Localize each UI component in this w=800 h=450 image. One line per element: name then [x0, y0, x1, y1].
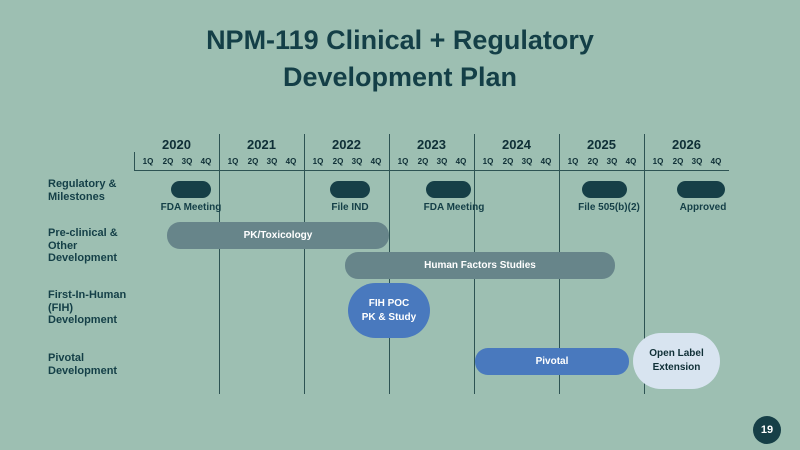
year-label-2024: 2024 — [502, 137, 531, 152]
row-label-fih: First-In-Human (FIH) Development — [48, 289, 127, 326]
title-line-1: NPM-119 Clinical + Regulatory — [206, 25, 594, 55]
year-divider — [134, 152, 135, 170]
quarter-label: 3Q — [181, 157, 193, 166]
quarter-label: 2Q — [587, 157, 599, 166]
milestone-label-3: FDA Meeting — [423, 202, 485, 213]
header-divider — [134, 170, 729, 171]
quarter-label: 1Q — [652, 157, 664, 166]
quarter-label: 1Q — [312, 157, 324, 166]
year-divider — [304, 134, 305, 394]
bar-pk-toxicology: PK/Toxicology — [167, 222, 389, 249]
quarter-label: 3Q — [691, 157, 703, 166]
quarter-label: 4Q — [200, 157, 212, 166]
quarter-label: 4Q — [370, 157, 382, 166]
quarter-label: 3Q — [606, 157, 618, 166]
bar-pk-toxicology-label: PK/Toxicology — [243, 229, 313, 241]
quarter-label: 1Q — [227, 157, 239, 166]
bar-ole-line-2: Extension — [652, 362, 701, 373]
row-label-pivotal: Pivotal Development — [48, 352, 118, 377]
quarter-label: 3Q — [521, 157, 533, 166]
bar-fih-poc-line-1: FIH POC — [368, 297, 410, 309]
quarter-label: 4Q — [540, 157, 552, 166]
quarter-label: 4Q — [455, 157, 467, 166]
milestone-label-1: FDA Meeting — [160, 202, 222, 213]
quarter-label: 4Q — [285, 157, 297, 166]
row-label-regulatory: Regulatory & Milestones — [48, 178, 117, 203]
quarter-label: 2Q — [162, 157, 174, 166]
milestone-label-2: File IND — [331, 202, 369, 213]
title-line-2: Development Plan — [282, 62, 518, 92]
quarter-label: 2Q — [672, 157, 684, 166]
year-label-2020: 2020 — [162, 137, 191, 152]
year-label-2022: 2022 — [332, 137, 361, 152]
quarter-label: 4Q — [710, 157, 722, 166]
year-label-2021: 2021 — [247, 137, 276, 152]
milestone-marker-3 — [426, 181, 471, 198]
quarter-label: 2Q — [417, 157, 429, 166]
year-divider — [219, 134, 220, 394]
bar-pivotal-label: Pivotal — [535, 355, 569, 367]
milestone-label-4: File 505(b)(2) — [578, 202, 640, 213]
year-label-2025: 2025 — [587, 137, 616, 152]
quarter-label: 1Q — [397, 157, 409, 166]
bar-human-factors: Human Factors Studies — [345, 252, 615, 279]
quarter-label: 3Q — [266, 157, 278, 166]
bar-ole-line-1: Open Label — [649, 348, 704, 359]
quarter-label: 1Q — [567, 157, 579, 166]
quarter-label: 3Q — [351, 157, 363, 166]
quarter-label: 3Q — [436, 157, 448, 166]
milestone-marker-2 — [330, 181, 370, 198]
milestone-marker-4 — [582, 181, 627, 198]
milestone-label-5: Approved — [679, 202, 727, 213]
quarter-label: 4Q — [625, 157, 637, 166]
quarter-label: 1Q — [142, 157, 154, 166]
bar-fih-poc-line-2: PK & Study — [361, 311, 417, 323]
quarter-label: 2Q — [502, 157, 514, 166]
row-label-preclinical: Pre-clinical & Other Development — [48, 227, 118, 264]
milestone-marker-1 — [171, 181, 211, 198]
year-label-2023: 2023 — [417, 137, 446, 152]
quarter-label: 2Q — [247, 157, 259, 166]
quarter-label: 1Q — [482, 157, 494, 166]
year-label-2026: 2026 — [672, 137, 701, 152]
bar-human-factors-label: Human Factors Studies — [424, 259, 536, 271]
bar-fih-poc: FIH POC PK & Study — [348, 283, 430, 338]
milestone-marker-5 — [677, 181, 725, 198]
year-divider — [644, 134, 645, 394]
bar-pivotal: Pivotal — [475, 348, 629, 375]
bar-open-label-extension: Open Label Extension — [633, 333, 720, 389]
quarter-label: 2Q — [332, 157, 344, 166]
page-number-badge: 19 — [753, 416, 781, 444]
page-title: NPM-119 Clinical + Regulatory Developmen… — [0, 22, 800, 96]
